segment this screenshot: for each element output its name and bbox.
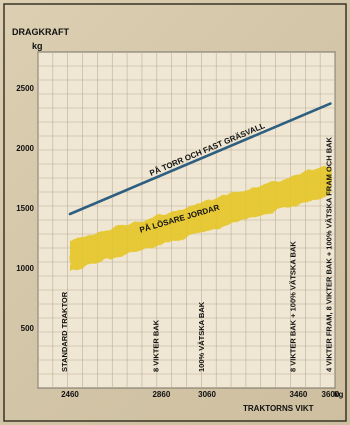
x-tick-label: 3060 <box>198 390 216 399</box>
band-loose-soil <box>69 165 331 271</box>
x-axis-ticks: 2460 2860 3060 3460 3600 <box>61 390 340 399</box>
y-tick-label: 2000 <box>16 144 34 153</box>
x-tick-label: 2460 <box>61 390 79 399</box>
weight-config-annotation: STANDARD TRAKTOR <box>60 291 69 372</box>
y-axis-label: DRAGKRAFT <box>12 27 69 37</box>
x-tick-label: 3460 <box>290 390 308 399</box>
x-axis-label: TRAKTORNS VIKT <box>243 404 314 413</box>
weight-config-annotation: 8 VIKTER BAK <box>151 319 160 372</box>
x-tick-label: 3600 <box>322 390 340 399</box>
weight-config-annotation: 8 VIKTER BAK + 100% VÄTSKA BAK <box>288 241 297 372</box>
x-tick-label: 2860 <box>152 390 170 399</box>
chart-border <box>3 3 347 422</box>
y-axis-unit: kg <box>32 41 43 51</box>
y-tick-label: 2500 <box>16 84 34 93</box>
y-tick-label: 1500 <box>16 204 34 213</box>
grid <box>37 51 336 389</box>
weight-config-annotation: 4 VIKTER FRAM, 8 VIKTER BAK + 100% VÄTSK… <box>324 136 333 372</box>
y-tick-label: 500 <box>21 324 35 333</box>
annotation-layer: STANDARD TRAKTOR 8 VIKTER BAK 100% VÄTSKA … <box>60 136 333 372</box>
y-axis-ticks: 500 1000 1500 2000 2500 <box>16 84 34 333</box>
line-firm-grass <box>68 102 332 216</box>
y-tick-label: 1000 <box>16 264 34 273</box>
weight-config-annotation: 100% VÄTSKA BAK <box>197 301 206 372</box>
x-axis-unit: kg <box>334 390 343 399</box>
